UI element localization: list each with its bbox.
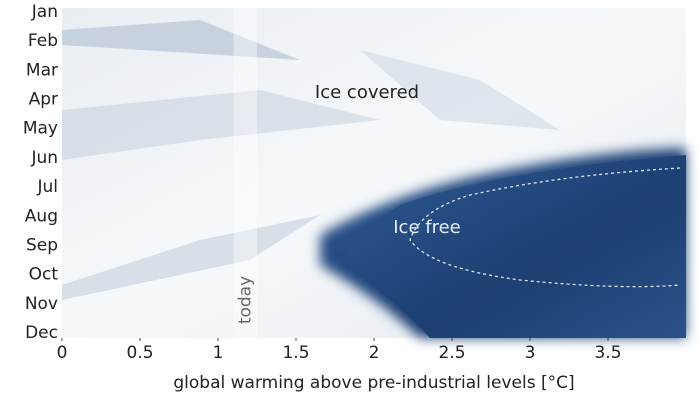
x-tick-label: 2 <box>369 343 380 363</box>
today-band <box>233 8 257 338</box>
y-tick-label: Sep <box>26 235 58 255</box>
y-tick-label: Aug <box>25 206 58 226</box>
x-tick-label: 3.5 <box>594 343 621 363</box>
ice-free-boundary <box>409 167 681 288</box>
y-tick-label: Dec <box>25 323 58 343</box>
y-tick-label: Jan <box>31 2 58 22</box>
ice-texture <box>62 20 560 300</box>
y-tick-label: Jul <box>36 177 58 197</box>
annotation: Ice covered <box>315 82 419 103</box>
annotation: Ice free <box>393 217 461 238</box>
open-water-core <box>340 148 686 338</box>
x-tick-label: 2.5 <box>438 343 465 363</box>
y-tick-label: Nov <box>25 294 58 314</box>
x-tick-label: 3 <box>525 343 536 363</box>
x-axis-label: global warming above pre-industrial leve… <box>173 373 574 393</box>
y-tick-label: Mar <box>26 60 58 80</box>
today-label: today <box>235 276 255 324</box>
y-tick-label: Oct <box>29 265 59 285</box>
y-tick-label: Feb <box>28 31 58 51</box>
x-tick-label: 0.5 <box>126 343 153 363</box>
x-tick-label: 1.5 <box>282 343 309 363</box>
x-tick-label: 0 <box>57 343 68 363</box>
x-tick-label: 1 <box>213 343 224 363</box>
y-tick-label: Apr <box>29 90 58 110</box>
y-tick-label: May <box>23 119 58 139</box>
y-tick-label: Jun <box>30 148 58 168</box>
